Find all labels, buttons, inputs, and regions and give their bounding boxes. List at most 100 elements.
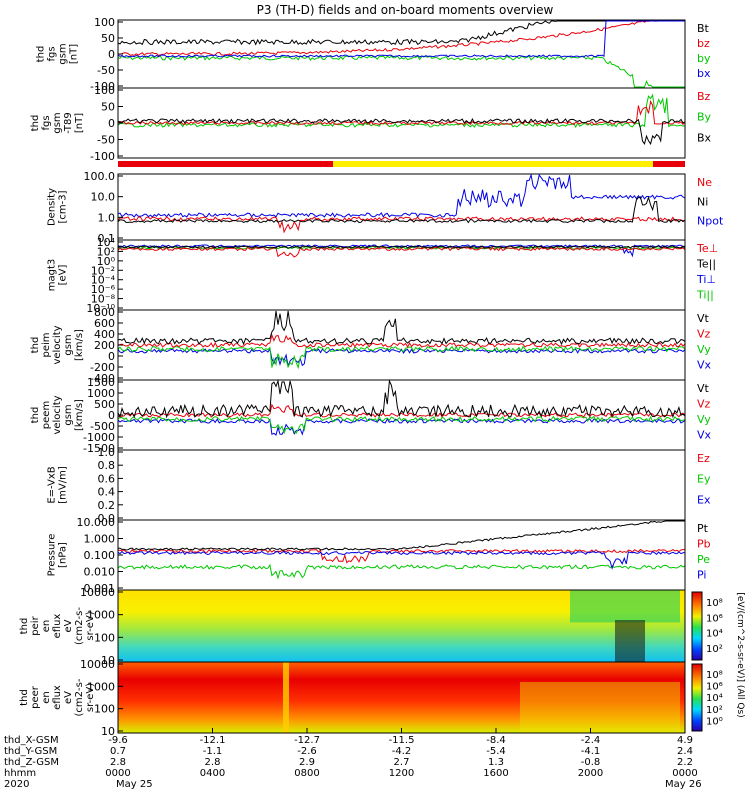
y-tick-label: 10 bbox=[101, 654, 115, 667]
y-axis-label-line: thd bbox=[30, 407, 41, 424]
y-tick-label: 0 bbox=[108, 48, 115, 61]
colorbar-tick: 10⁶ bbox=[706, 682, 723, 693]
legend-entry: Bt bbox=[697, 22, 710, 35]
axis-tick-label: 1200 bbox=[389, 768, 414, 779]
panel-9: 10⁸ 10⁶ 10⁴ 10² 10000 1000 100 10 thdpeireneflux… bbox=[19, 586, 723, 667]
legend-entry: Vx bbox=[697, 359, 712, 372]
panel-stack: 100500-50-100thdfgsgsm[nT]Btbzbybx100500… bbox=[19, 16, 724, 738]
colorbar-tick: 10² bbox=[706, 705, 723, 716]
legend-entry: bx bbox=[697, 67, 711, 80]
spectrogram-band bbox=[570, 590, 680, 623]
date-label: May 25 bbox=[116, 779, 153, 790]
y-tick-label: -50 bbox=[97, 64, 115, 77]
y-axis-label-line: [nT] bbox=[74, 113, 85, 133]
panel-8: 10.0001.0000.1000.0100.001Pressure[nPa]P… bbox=[47, 516, 711, 595]
legend-entry: Vy bbox=[697, 343, 711, 356]
y-tick-label: 600 bbox=[94, 317, 115, 330]
panel-2: 100 50 0 -50 -100 thdfgsgsm-T89[nT] Bz By Bx bbox=[30, 84, 712, 163]
y-axis-label: magt3[eV] bbox=[47, 259, 69, 292]
y-tick-label: 10² bbox=[97, 245, 115, 258]
y-axis-label-line: en bbox=[41, 691, 52, 704]
y-axis-label: thdfgsgsm-T89[nT] bbox=[30, 112, 85, 134]
axis-tick-label: 0400 bbox=[200, 768, 225, 779]
legend-entry: Ey bbox=[697, 473, 711, 486]
plot-title: P3 (TH-D) fields and on-board moments ov… bbox=[257, 3, 554, 17]
series-line bbox=[117, 195, 686, 224]
series-line bbox=[117, 93, 686, 129]
y-axis-label: thdpeemvelocitygsm[km/s] bbox=[30, 395, 85, 434]
series-line bbox=[117, 415, 686, 435]
legend-entry: Vy bbox=[697, 413, 711, 426]
y-axis-label-line: [km/s] bbox=[74, 329, 85, 361]
y-axis-label-line: fgs bbox=[41, 115, 52, 130]
y-tick-label: 1000 bbox=[87, 387, 115, 400]
y-axis-label-line: thd bbox=[30, 337, 41, 354]
y-axis-label-line: [nPa] bbox=[58, 542, 69, 568]
legend-entry: Vz bbox=[697, 398, 711, 411]
series-line bbox=[117, 20, 685, 56]
series-line bbox=[117, 246, 686, 258]
y-axis-label-line: [eV] bbox=[58, 265, 69, 286]
legend-entry: Vx bbox=[697, 429, 712, 442]
y-axis-label-line: fgs bbox=[47, 46, 58, 61]
y-axis-label-line: [cm-3] bbox=[58, 190, 69, 223]
flag-segment bbox=[653, 161, 685, 167]
axis-row-label: thd_Y-GSM bbox=[4, 746, 57, 757]
y-tick-label: 1.000 bbox=[84, 533, 116, 546]
axis-tick-label: -0.8 bbox=[581, 757, 601, 768]
series-line bbox=[117, 520, 685, 551]
series-line bbox=[117, 347, 686, 368]
axis-tick-label: -11.5 bbox=[389, 735, 415, 746]
y-tick-label: 0.010 bbox=[84, 566, 116, 579]
legend-entry: Vz bbox=[697, 328, 711, 341]
legend-entry: Npot bbox=[697, 215, 724, 228]
y-axis-label: Pressure[nPa] bbox=[47, 534, 69, 577]
y-tick-label: -200 bbox=[90, 361, 115, 374]
y-tick-label: 100.0 bbox=[84, 170, 116, 183]
series-line bbox=[117, 245, 686, 249]
legend-entry: Bz bbox=[697, 90, 711, 103]
y-axis-label: thdpeirenefluxeV(cm2-s-sr-eV) bbox=[19, 607, 96, 645]
panel-7: 1.00.80.60.40.20.0 E=-VxB[mV/m] Ez Ey Ex bbox=[47, 446, 711, 525]
y-tick-label: 10⁻² bbox=[91, 264, 115, 277]
y-axis-label-line: velocity bbox=[52, 395, 63, 434]
axis-tick-label: -2.4 bbox=[581, 735, 601, 746]
series-line bbox=[117, 345, 686, 370]
y-tick-label: 0.4 bbox=[98, 486, 116, 499]
axis-tick-label: 0000 bbox=[672, 768, 697, 779]
axis-tick-label: 2.2 bbox=[677, 757, 693, 768]
legend-entry: Pi bbox=[697, 569, 706, 582]
series-line bbox=[117, 20, 685, 58]
axis-tick-label: 0800 bbox=[294, 768, 319, 779]
axis-tick-label: 2.4 bbox=[677, 746, 693, 757]
y-tick-label: 0.100 bbox=[84, 549, 116, 562]
panel-frame bbox=[117, 309, 686, 381]
y-axis-label-line: (cm2-s- bbox=[74, 607, 85, 645]
colorbar-tick: 10⁸ bbox=[706, 670, 723, 681]
colorbar-tick: 10⁰ bbox=[706, 716, 723, 727]
colorbar-tick: 10⁸ bbox=[706, 598, 723, 609]
y-axis-label: thdfgsgsm[nT] bbox=[36, 43, 80, 64]
y-axis-label-line: [nT] bbox=[69, 44, 80, 64]
y-tick-label: 0 bbox=[108, 350, 115, 363]
y-axis-label-line: E=-VxB bbox=[47, 466, 58, 503]
y-tick-label: 0 bbox=[108, 409, 115, 422]
legend-entry: by bbox=[697, 52, 711, 65]
legend-entry: Pb bbox=[697, 538, 711, 551]
legend-entry: Ex bbox=[697, 493, 711, 506]
spectrogram bbox=[118, 662, 685, 733]
y-tick-label: 0.0 bbox=[98, 512, 116, 525]
y-tick-label: 1.0 bbox=[98, 211, 116, 224]
y-tick-label: 10⁻⁴ bbox=[91, 274, 116, 287]
y-axis-label-line: eV bbox=[63, 691, 74, 704]
y-tick-label: 400 bbox=[94, 328, 115, 341]
y-axis-label-line: peim bbox=[41, 332, 52, 357]
legend-entry: Ti⊥ bbox=[696, 273, 716, 286]
series-line bbox=[117, 563, 686, 580]
y-axis-label-line: thd bbox=[19, 689, 30, 706]
spectrogram-band bbox=[615, 620, 645, 662]
axis-tick-label: 2.7 bbox=[394, 757, 410, 768]
